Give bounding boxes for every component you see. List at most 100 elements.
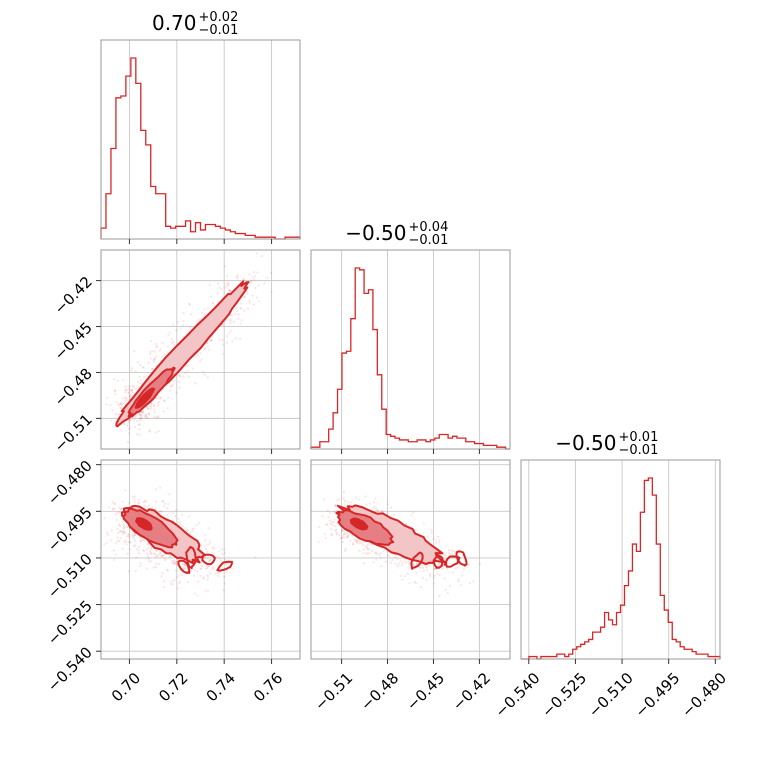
scatter-point — [119, 401, 122, 404]
scatter-point — [209, 295, 212, 298]
scatter-point — [347, 534, 350, 537]
scatter-point — [125, 388, 128, 391]
scatter-point — [138, 417, 141, 420]
scatter-point — [203, 373, 206, 376]
scatter-point — [164, 353, 167, 356]
scatter-point — [462, 568, 465, 571]
y-tick-label: −0.510 — [44, 550, 96, 602]
scatter-point — [403, 575, 406, 578]
scatter-point — [149, 407, 152, 411]
scatter-point — [155, 549, 158, 552]
histogram-series-0 — [100, 57, 301, 240]
scatter-point — [127, 540, 130, 543]
x-tick-label: −0.525 — [538, 669, 590, 721]
scatter-point — [196, 354, 199, 357]
scatter-point — [133, 426, 137, 429]
scatter-point — [212, 302, 215, 305]
scatter-point — [106, 533, 109, 537]
scatter-point — [372, 561, 375, 564]
scatter-point — [200, 567, 203, 571]
scatter-point — [169, 385, 172, 388]
scatter-point — [228, 289, 231, 293]
scatter-point — [344, 533, 347, 536]
scatter-point — [197, 580, 200, 583]
contour-line — [122, 507, 179, 549]
panel-frame — [100, 459, 301, 660]
scatter-point — [396, 564, 399, 568]
scatter-point — [395, 554, 398, 557]
scatter-point — [149, 339, 153, 342]
scatter-point — [187, 581, 190, 584]
scatter-point — [147, 542, 150, 545]
scatter-point — [342, 491, 345, 494]
panel-title-value: −0.50 — [345, 221, 406, 245]
scatter-point — [137, 549, 140, 552]
scatter-point — [156, 402, 159, 405]
panel-title-minus: −0.01 — [409, 233, 449, 248]
scatter-point — [239, 337, 242, 341]
contour-level-3 — [134, 517, 153, 531]
scatter-point — [157, 553, 160, 556]
scatter-point — [160, 396, 163, 399]
scatter-point — [130, 393, 133, 396]
scatter-point — [158, 349, 161, 352]
scatter-point — [135, 556, 138, 560]
scatter-point — [156, 555, 159, 558]
scatter-point — [179, 327, 183, 330]
scatter-point — [124, 399, 127, 402]
scatter-point — [426, 535, 429, 539]
scatter-point — [435, 541, 438, 545]
scatter-point — [425, 566, 428, 569]
scatter-point — [242, 295, 245, 299]
scatter-point — [162, 505, 165, 508]
scatter-point — [206, 543, 209, 546]
scatter-point — [153, 358, 156, 361]
scatter-point — [206, 557, 209, 560]
scatter-point — [221, 338, 224, 342]
scatter-point — [138, 423, 141, 426]
scatter-point — [227, 282, 230, 285]
scatter-point — [137, 501, 140, 504]
scatter-point — [155, 554, 158, 557]
scatter-point — [382, 550, 385, 553]
scatter-point — [207, 565, 210, 568]
scatter-point — [158, 397, 162, 400]
scatter-point — [375, 552, 379, 555]
scatter-point — [114, 413, 117, 416]
scatter-point — [386, 503, 389, 506]
scatter-point — [425, 578, 428, 581]
scatter-point — [393, 556, 396, 559]
scatter-point — [167, 396, 170, 399]
scatter-point — [336, 499, 339, 502]
scatter-point — [373, 505, 376, 508]
contour-line — [216, 560, 233, 572]
scatter-point — [151, 506, 154, 509]
density-contours — [120, 504, 233, 574]
scatter-point — [335, 531, 338, 535]
scatter-point — [206, 578, 209, 581]
scatter-point — [235, 307, 238, 310]
scatter-point — [116, 401, 119, 404]
scatter-point — [206, 376, 209, 379]
scatter-point — [128, 394, 131, 397]
scatter-point — [207, 564, 210, 567]
scatter-point — [171, 562, 175, 565]
panel-title-minus: −0.01 — [619, 443, 659, 458]
scatter-point — [177, 380, 180, 383]
scatter-point — [159, 347, 162, 351]
scatter-point — [229, 322, 232, 325]
scatter-point — [122, 521, 125, 524]
scatter-point — [155, 416, 158, 419]
scatter-point — [250, 279, 253, 282]
scatter-point — [437, 562, 440, 565]
scatter-point — [266, 276, 269, 280]
scatter-point — [357, 498, 360, 501]
scatter-point — [222, 589, 225, 592]
scatter-point — [126, 552, 129, 555]
scatter-point — [222, 323, 225, 326]
scatter-point — [220, 548, 223, 551]
scatter-point — [129, 540, 132, 544]
y-tick-label: −0.525 — [44, 597, 96, 649]
scatter-point — [229, 329, 232, 333]
scatter-point — [236, 275, 239, 278]
